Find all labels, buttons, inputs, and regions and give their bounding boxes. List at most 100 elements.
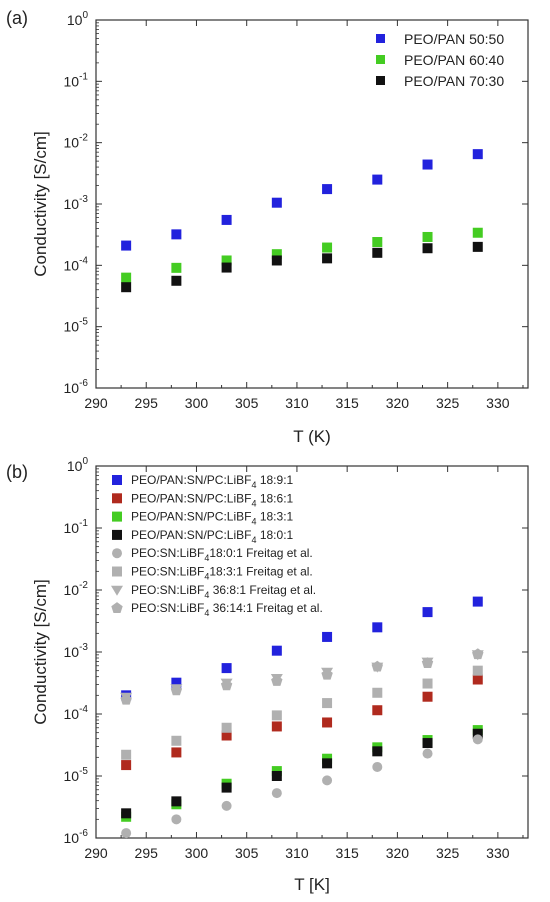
legend-peo-sn-libf-36-8-1-freitag-et-al-label: PEO:SN:LiBF4 36:8:1 Freitag et al. [131,583,316,600]
panel-a-legend: PEO/PAN 50:50 PEO/PAN 60:40 PEO/PAN 70:3… [376,31,504,89]
legend-peo-sn-libf-36-14-1-freitag-et-al-label: PEO:SN:LiBF4 36:14:1 Freitag et al. [131,601,323,618]
data-point-peo-sn-libf-36-14-1-freitag-et-al [472,648,484,660]
data-point-peo-pan-sn-pc-libf-18-9-1 [422,607,433,618]
x-tick-label: 300 [185,395,209,411]
panel-a-markers [121,149,483,293]
data-point-peo-sn-libf-36-14-1-freitag-et-al [220,679,233,691]
legend-peo-pan-sn-pc-libf-18-0-1-marker [112,529,122,540]
data-point-peo-sn-libf18-0-1-freitag-et-al [271,788,282,799]
panel-b-legend: PEO/PAN:SN/PC:LiBF4 18:9:1PEO/PAN:SN/PC:… [111,473,323,618]
data-point-peo-pan-50-50 [121,240,132,251]
data-point-peo-sn-libf-36-14-1-freitag-et-al [120,693,132,705]
data-point-peo-pan-sn-pc-libf-18-9-1 [472,596,483,607]
legend-peo-pan-sn-pc-libf-18-9-1-marker [112,475,122,485]
data-point-peo-pan-sn-pc-libf-18-6-1 [322,717,333,728]
panel-a-x-tick-labels: 290 295 300 305 310 315 320 325 330 [84,395,509,411]
panel-a: (a) 290 295 300 305 310 315 320 325 330 10-6 10-5… [6,8,529,446]
legend-peo-pan-sn-pc-libf-18-3-1-label: PEO/PAN:SN/PC:LiBF4 18:3:1 [131,510,294,527]
data-point-peo-pan-sn-pc-libf-18-0-1 [171,796,182,807]
data-point-peo-pan-70-30 [221,262,232,273]
y-tick-label: 10-5 [64,766,89,784]
data-point-peo-sn-libf18-3-1-freitag-et-al [221,722,232,733]
panel-b-y-tick-labels: 10-6 10-5 10-4 10-3 10-2 10-1 100 [64,456,89,846]
data-point-peo-pan-sn-pc-libf-18-0-1 [422,738,433,749]
x-tick-label: 315 [335,395,359,411]
x-tick-label: 315 [335,845,359,861]
legend-peo-sn-libf18-0-1-freitag-et-al-marker [112,548,122,559]
data-point-peo-pan-70-30 [472,241,483,252]
y-tick-label: 10-4 [64,704,89,722]
legend-peo-pan-sn-pc-libf-18-6-1-label: PEO/PAN:SN/PC:LiBF4 18:6:1 [131,491,294,508]
panel-a-y-axis-title: Conductivity [S/cm] [31,131,50,277]
legend-peo-pan-sn-pc-libf-18-0-1-label: PEO/PAN:SN/PC:LiBF4 18:0:1 [131,528,294,545]
y-tick-label: 10-4 [64,255,89,273]
y-tick-label: 10-2 [64,580,89,598]
data-point-peo-pan-60-40 [472,227,483,238]
legend-marker-peo-pan-70-30 [376,76,385,85]
legend-marker-peo-pan-60-40 [376,55,385,64]
y-tick-label: 10-3 [64,642,89,660]
data-point-peo-pan-sn-pc-libf-18-9-1 [221,663,232,674]
data-point-peo-pan-70-30 [372,247,383,258]
data-point-peo-pan-50-50 [472,149,483,160]
x-tick-label: 325 [436,395,460,411]
x-tick-label: 330 [486,845,510,861]
legend-label-peo-pan-60-40: PEO/PAN 60:40 [404,52,504,68]
data-point-peo-pan-60-40 [221,255,232,266]
data-point-peo-sn-libf18-3-1-freitag-et-al [372,687,383,698]
panel-b: (b) 290 295 300 305 310 315 320 325 330 10-6 10-5… [6,456,529,894]
legend-label-peo-pan-50-50: PEO/PAN 50:50 [404,31,504,47]
data-point-peo-pan-60-40 [372,237,383,248]
legend-peo-sn-libf-36-14-1-freitag-et-al-marker [111,602,123,613]
data-point-peo-pan-60-40 [171,262,182,273]
data-point-peo-pan-sn-pc-libf-18-0-1 [271,771,282,781]
data-point-peo-pan-60-40 [121,272,132,283]
data-point-peo-pan-50-50 [372,174,383,185]
data-point-peo-sn-libf18-0-1-freitag-et-al [171,814,182,825]
x-tick-label: 310 [285,845,309,861]
x-tick-label: 295 [135,845,159,861]
data-point-peo-pan-50-50 [271,197,282,208]
panel-b-x-tick-labels: 290 295 300 305 310 315 320 325 330 [84,845,509,861]
y-tick-label: 10-3 [64,194,89,212]
data-point-peo-sn-libf18-0-1-freitag-et-al [322,775,333,786]
data-point-peo-pan-sn-pc-libf-18-6-1 [121,760,132,771]
x-tick-label: 310 [285,395,309,411]
data-point-peo-pan-70-30 [271,255,282,266]
x-tick-label: 305 [235,395,259,411]
data-point-peo-sn-libf18-0-1-freitag-et-al [221,800,232,811]
legend-peo-pan-sn-pc-libf-18-9-1-label: PEO/PAN:SN/PC:LiBF4 18:9:1 [131,473,294,490]
panel-b-x-axis-title: T [K] [294,875,330,894]
legend-peo-pan-sn-pc-libf-18-3-1-marker [112,511,122,522]
data-point-peo-pan-sn-pc-libf-18-0-1 [221,782,232,793]
panel-a-y-tick-labels: 10-6 10-5 10-4 10-3 10-2 10-1 100 [64,10,89,396]
y-tick-label: 100 [67,10,89,28]
data-point-peo-pan-sn-pc-libf-18-0-1 [121,808,132,819]
legend-peo-sn-libf18-0-1-freitag-et-al-label: PEO:SN:LiBF418:0:1 Freitag et al. [131,546,313,563]
data-point-peo-pan-50-50 [422,159,433,170]
data-point-peo-pan-50-50 [171,229,182,240]
data-point-peo-pan-70-30 [422,243,433,254]
y-tick-label: 10-1 [64,71,89,89]
x-tick-label: 320 [386,395,410,411]
data-point-peo-pan-70-30 [322,253,333,264]
data-point-peo-sn-libf18-3-1-freitag-et-al [121,749,132,760]
panel-b-y-axis-title: Conductivity [S/cm] [31,579,50,725]
data-point-peo-sn-libf18-0-1-freitag-et-al [372,761,383,772]
data-point-peo-sn-libf18-3-1-freitag-et-al [271,710,282,721]
panel-b-markers [120,596,484,839]
panel-a-ticks [95,19,528,389]
data-point-peo-sn-libf18-0-1-freitag-et-al [422,748,433,759]
data-point-peo-sn-libf18-3-1-freitag-et-al [472,665,483,676]
x-tick-label: 320 [386,845,410,861]
x-tick-label: 305 [235,845,259,861]
y-tick-label: 10-2 [64,133,89,151]
y-tick-label: 10-5 [64,317,89,335]
legend-marker-peo-pan-50-50 [376,34,385,43]
data-point-peo-sn-libf-36-14-1-freitag-et-al [170,684,183,696]
data-point-peo-pan-60-40 [271,249,282,260]
data-point-peo-pan-sn-pc-libf-18-6-1 [422,691,433,702]
data-point-peo-pan-sn-pc-libf-18-6-1 [271,721,282,732]
x-tick-label: 325 [436,845,460,861]
